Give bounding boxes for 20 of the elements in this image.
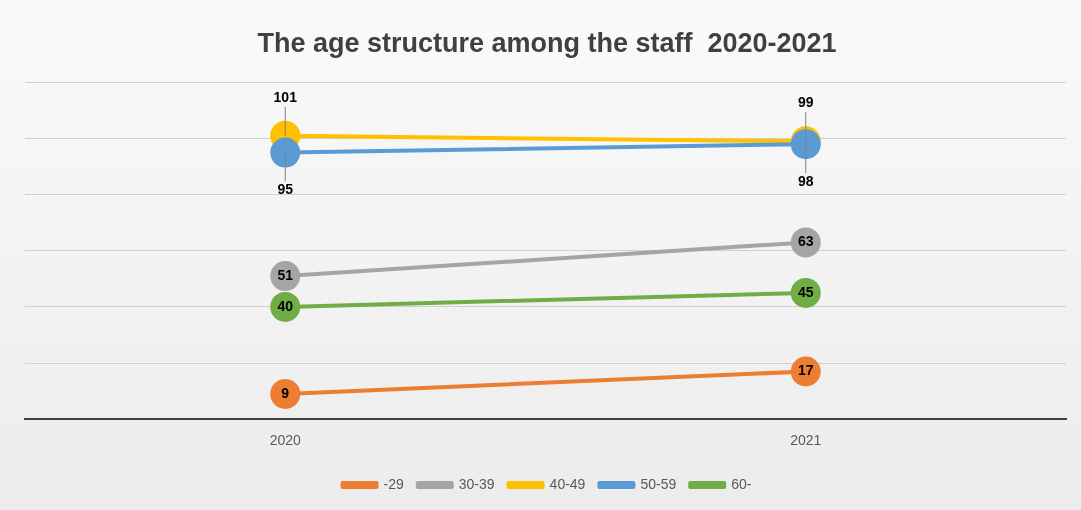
legend-label: 60- bbox=[731, 475, 752, 492]
data-label: 17 bbox=[797, 362, 814, 379]
point bbox=[270, 137, 301, 168]
x-tick-label: 2021 bbox=[790, 432, 822, 449]
legend-label: 40-49 bbox=[549, 475, 586, 492]
data-label: 51 bbox=[277, 266, 294, 283]
point bbox=[270, 378, 301, 409]
chart-title: The age structure among the staff 2020-2021 bbox=[257, 27, 837, 58]
data-label: 99 bbox=[797, 94, 814, 111]
data-label: 95 bbox=[277, 181, 294, 198]
data-label: 9 bbox=[281, 384, 290, 401]
legend-label: 50-59 bbox=[640, 475, 677, 492]
legend-label: -29 bbox=[383, 475, 404, 492]
data-label: 98 bbox=[797, 173, 814, 190]
legend-label: 30-39 bbox=[458, 475, 495, 492]
data-label: 63 bbox=[797, 233, 814, 250]
data-label: 45 bbox=[797, 283, 814, 300]
data-label: 101 bbox=[273, 88, 298, 105]
x-tick-label: 2020 bbox=[269, 432, 302, 449]
data-label: 40 bbox=[277, 297, 294, 314]
